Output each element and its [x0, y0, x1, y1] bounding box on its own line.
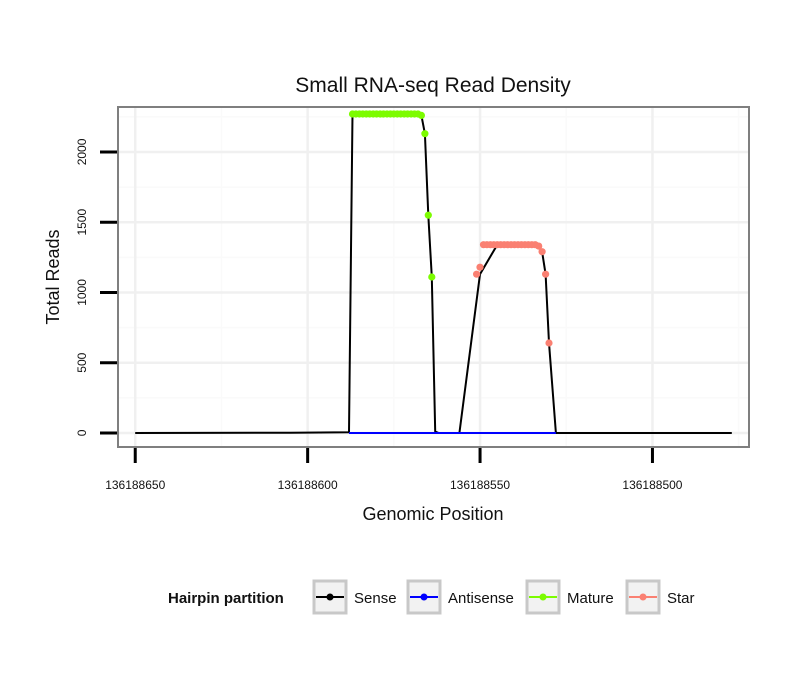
legend-label-antisense: Antisense [448, 590, 514, 607]
legend-label-mature: Mature [567, 590, 614, 607]
data-point-mature [428, 273, 436, 281]
legend-item-star: Star [625, 579, 695, 615]
y-axis-label: Total Reads [43, 229, 63, 324]
x-axis-ticks: 136188650 136188600 136188550 136188500 [105, 448, 683, 492]
series-layer [135, 110, 732, 434]
data-point-star [476, 263, 484, 271]
y-tick-label: 1500 [75, 209, 89, 236]
y-tick-label: 2000 [75, 138, 89, 165]
data-point-star [535, 242, 543, 250]
y-tick-label: 500 [75, 352, 89, 372]
legend-dot-antisense [420, 593, 428, 601]
x-axis-label: Genomic Position [362, 504, 503, 524]
data-point-star [542, 270, 550, 278]
legend-item-mature: Mature [525, 579, 614, 615]
y-tick-label: 1000 [75, 279, 89, 306]
plot-border [117, 106, 750, 448]
data-point-mature [424, 211, 432, 219]
data-point-star [545, 339, 553, 347]
legend-dot-sense [326, 593, 334, 601]
x-tick-label: 136188650 [105, 478, 165, 492]
legend-label-sense: Sense [354, 590, 397, 607]
legend: Hairpin partition Sense Antisense Mature… [168, 579, 695, 615]
x-tick-label: 136188550 [450, 478, 510, 492]
data-point-mature [421, 130, 429, 138]
data-point-star [473, 270, 481, 278]
y-tick-label: 0 [75, 429, 89, 436]
legend-dot-star [639, 593, 647, 601]
x-tick-label: 136188600 [278, 478, 338, 492]
data-point-star [538, 248, 546, 256]
legend-label-star: Star [667, 590, 695, 607]
legend-item-antisense: Antisense [406, 579, 514, 615]
legend-title: Hairpin partition [168, 590, 284, 607]
legend-dot-mature [539, 593, 547, 601]
y-axis-ticks: 0 500 1000 1500 2000 [75, 138, 117, 436]
x-tick-label: 136188500 [622, 478, 682, 492]
legend-item-sense: Sense [312, 579, 397, 615]
chart-title: Small RNA-seq Read Density [295, 74, 571, 97]
data-point-mature [417, 111, 425, 119]
